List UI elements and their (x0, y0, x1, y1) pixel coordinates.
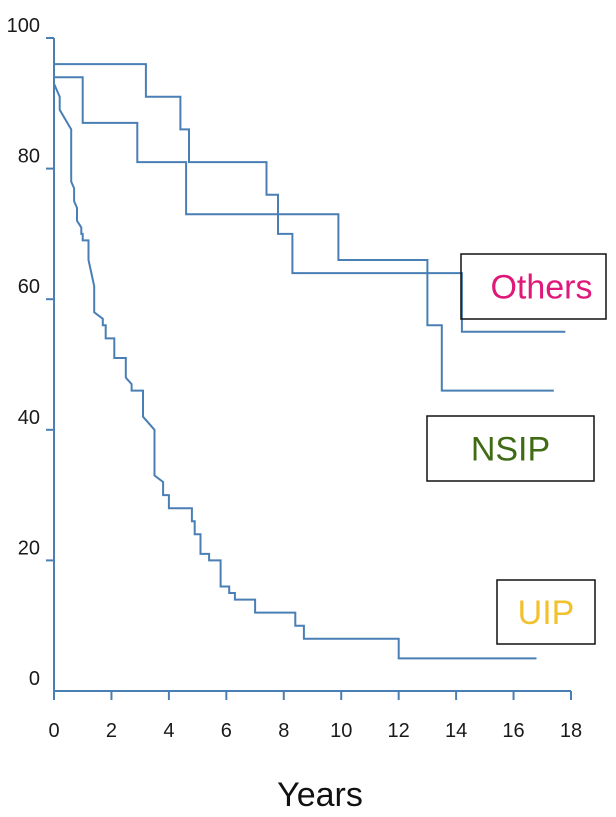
y-tick-label: 0 (29, 668, 40, 690)
legend-box-others (460, 253, 607, 320)
x-tick-label: 12 (388, 720, 410, 742)
x-tick-label: 10 (330, 720, 352, 742)
legend-label-nsip: NSIP (471, 431, 550, 469)
y-tick-label: 100 (7, 15, 40, 37)
x-tick-label: 2 (106, 720, 117, 742)
x-tick-label: 16 (502, 720, 524, 742)
x-tick-label: 0 (48, 720, 59, 742)
legend-label-uip: UIP (518, 594, 575, 632)
x-axis-title: Years (277, 776, 363, 814)
legend-label-others: Others (490, 269, 592, 307)
y-tick-label: 80 (18, 146, 40, 168)
ticks-layer: 0 2 4 6 8 10 12 14 16 18 0 20 40 60 80 100 (7, 15, 583, 742)
x-tick-label: 18 (560, 720, 582, 742)
x-tick-label: 6 (221, 720, 232, 742)
series-3-line (53, 38, 566, 333)
series-layer (53, 38, 566, 660)
x-tick-label: 14 (445, 720, 467, 742)
y-tick-label: 60 (18, 276, 40, 298)
series-1-line (53, 38, 537, 660)
x-tick-label: 4 (163, 720, 174, 742)
y-tick-label: 20 (18, 537, 40, 559)
legend-box-nsip (426, 415, 595, 482)
x-tick-label: 8 (278, 720, 289, 742)
legend-layer: Others NSIP UIP (426, 253, 607, 645)
series-2-line (53, 38, 554, 392)
legend-box-uip (496, 579, 596, 645)
y-tick-label: 40 (18, 407, 40, 429)
axes-layer (53, 38, 571, 692)
